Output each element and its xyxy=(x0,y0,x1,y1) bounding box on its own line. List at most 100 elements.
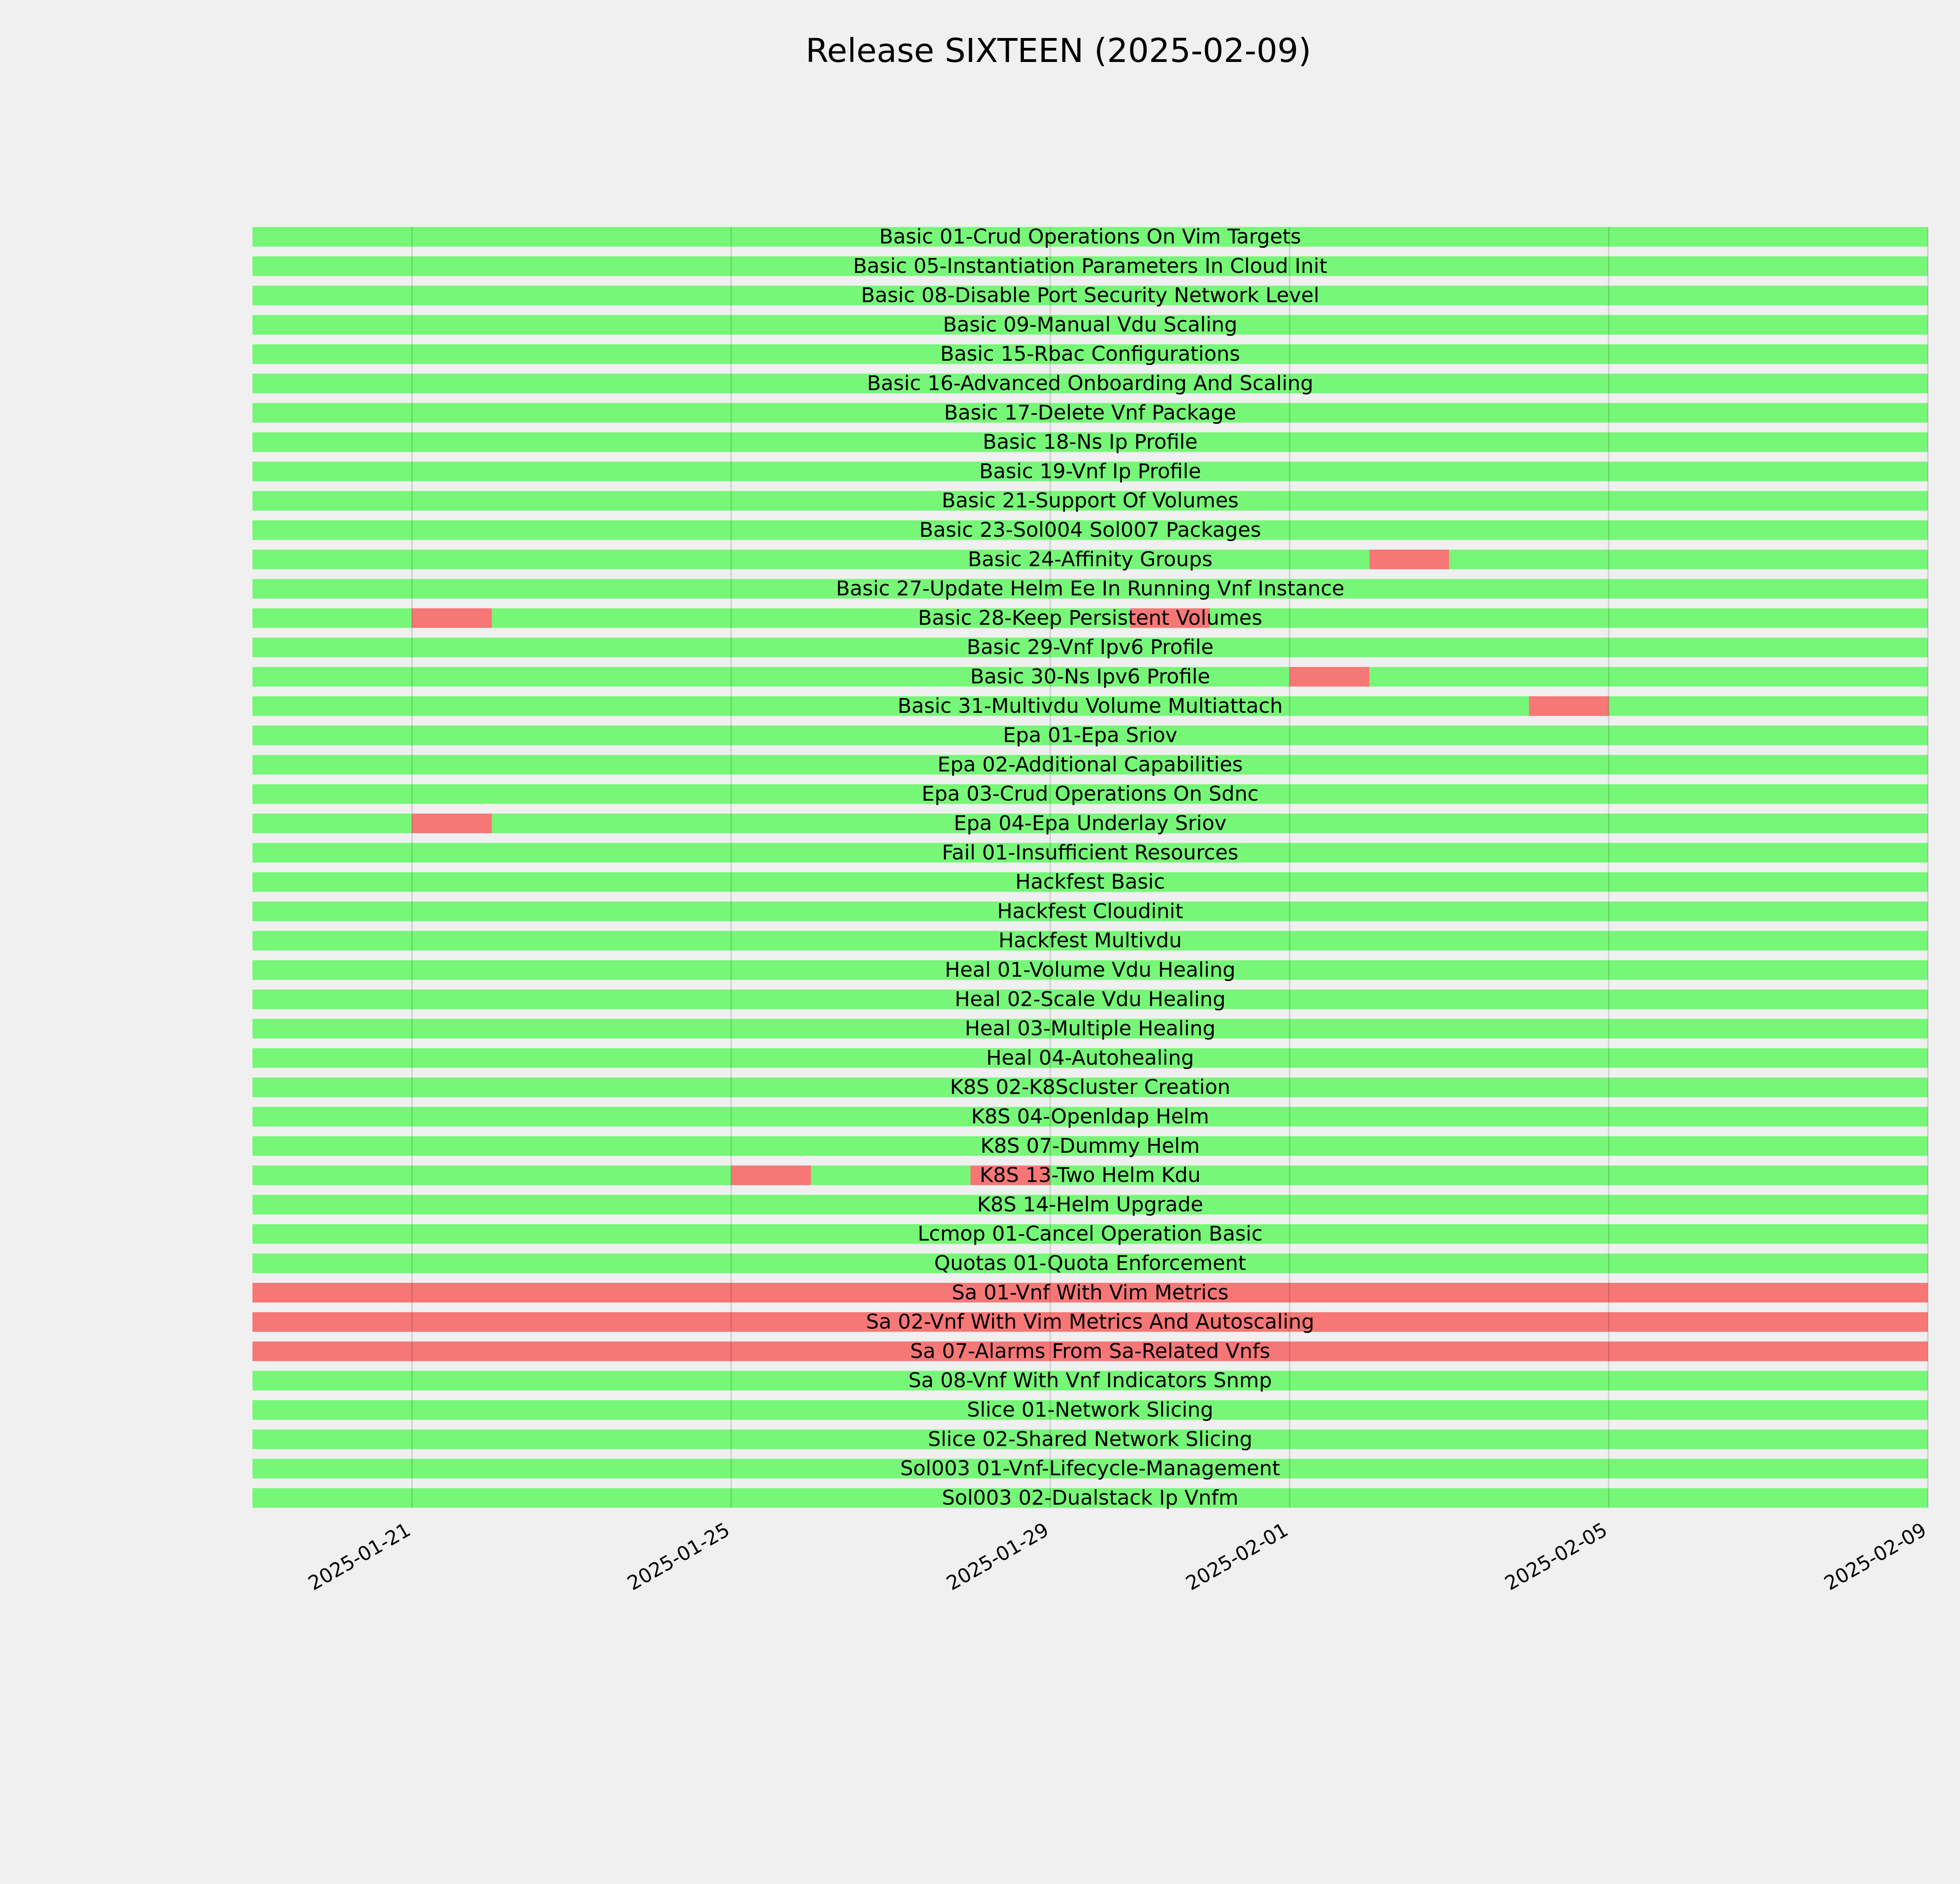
row-label: Heal 01-Volume Vdu Healing xyxy=(945,958,1236,982)
row-label: Epa 01-Epa Sriov xyxy=(1003,724,1178,747)
row-label: Slice 01-Network Slicing xyxy=(967,1398,1214,1422)
row-bar xyxy=(252,667,1928,687)
row-label: Sol003 02-Dualstack Ip Vnfm xyxy=(942,1486,1238,1510)
row-bar xyxy=(252,1254,1928,1273)
failure-segment xyxy=(1130,608,1210,628)
row-bar xyxy=(252,549,1928,569)
row-label: Basic 08-Disable Port Security Network L… xyxy=(861,284,1319,307)
row-label: Basic 31-Multivdu Volume Multiattach xyxy=(898,694,1283,718)
row-bar xyxy=(252,843,1928,863)
x-tick-label: 2025-02-05 xyxy=(1501,1518,1611,1595)
row-label: Basic 24-Affinity Groups xyxy=(968,548,1212,571)
row-bar xyxy=(252,285,1928,305)
row-bar xyxy=(252,374,1928,393)
row-bar xyxy=(252,755,1928,775)
row-label: Lcmop 01-Cancel Operation Basic xyxy=(918,1222,1263,1246)
failure-segment xyxy=(252,1312,1928,1332)
row-bar xyxy=(252,227,1928,247)
row-bar xyxy=(252,1048,1928,1068)
row-label: K8S 13-Two Helm Kdu xyxy=(980,1164,1201,1187)
row-label: Sol003 01-Vnf-Lifecycle-Management xyxy=(900,1457,1280,1481)
row-label: Heal 02-Scale Vdu Healing xyxy=(955,988,1225,1011)
row-bar xyxy=(252,725,1928,745)
row-bar xyxy=(252,1136,1928,1156)
row-bar xyxy=(252,491,1928,511)
row-label: Basic 29-Vnf Ipv6 Profile xyxy=(967,636,1214,659)
row-label: Sa 08-Vnf With Vnf Indicators Snmp xyxy=(908,1369,1272,1392)
row-label: Epa 03-Crud Operations On Sdnc xyxy=(922,782,1259,806)
row-bar xyxy=(252,1195,1928,1215)
row-label: Basic 16-Advanced Onboarding And Scaling xyxy=(867,372,1314,395)
row-bar xyxy=(252,1459,1928,1479)
failure-segment xyxy=(252,1283,1928,1303)
row-label: Basic 09-Manual Vdu Scaling xyxy=(943,313,1237,336)
row-bar xyxy=(252,814,1928,833)
bars-layer xyxy=(252,227,1928,1508)
row-bar xyxy=(252,344,1928,364)
x-tick-label: 2025-01-21 xyxy=(304,1518,414,1595)
row-bar xyxy=(252,638,1928,658)
row-bar xyxy=(252,256,1928,276)
row-bar xyxy=(252,1429,1928,1449)
row-label: K8S 07-Dummy Helm xyxy=(980,1134,1200,1158)
failure-segment xyxy=(412,608,492,628)
row-bar xyxy=(252,989,1928,1009)
x-tick-label: 2025-01-25 xyxy=(623,1518,733,1595)
row-bar xyxy=(252,1077,1928,1097)
failure-segment xyxy=(1369,549,1449,569)
failure-segment xyxy=(412,814,492,833)
row-label: Basic 23-Sol004 Sol007 Packages xyxy=(919,518,1261,542)
row-bar xyxy=(252,579,1928,599)
row-bar xyxy=(252,432,1928,452)
row-bar xyxy=(252,1224,1928,1244)
x-tick-label: 2025-02-01 xyxy=(1182,1518,1292,1595)
row-bar xyxy=(252,315,1928,335)
row-label: Quotas 01-Quota Enforcement xyxy=(934,1252,1246,1275)
row-label: Hackfest Cloudinit xyxy=(997,899,1183,923)
row-label: Hackfest Basic xyxy=(1015,870,1165,894)
row-label: K8S 04-Openldap Helm xyxy=(971,1105,1209,1128)
row-bar xyxy=(252,1165,1928,1185)
failure-segment xyxy=(970,1165,1051,1185)
row-bar xyxy=(252,872,1928,892)
row-bar xyxy=(252,960,1928,980)
row-label: K8S 14-Helm Upgrade xyxy=(977,1193,1203,1216)
row-label: Basic 30-Ns Ipv6 Profile xyxy=(970,665,1210,689)
row-label: Sa 07-Alarms From Sa-Related Vnfs xyxy=(910,1339,1270,1363)
row-bar xyxy=(252,901,1928,921)
row-label: Fail 01-Insufficient Resources xyxy=(942,841,1238,865)
chart-title: Release SIXTEEN (2025-02-09) xyxy=(806,31,1311,70)
grid-layer xyxy=(411,227,1929,1508)
row-label: Basic 28-Keep Persistent Volumes xyxy=(918,606,1262,630)
row-label: Basic 15-Rbac Configurations xyxy=(940,342,1240,366)
row-label: Basic 18-Ns Ip Profile xyxy=(983,431,1198,454)
row-bar xyxy=(252,1107,1928,1126)
labels-layer: Basic 01-Crud Operations On Vim Targets B… xyxy=(836,225,1344,1510)
row-bar xyxy=(252,931,1928,951)
row-bar xyxy=(252,784,1928,804)
row-label: Basic 19-Vnf Ip Profile xyxy=(979,460,1201,483)
row-bar xyxy=(252,1488,1928,1508)
x-tick-label: 2025-02-09 xyxy=(1820,1518,1930,1595)
row-bar xyxy=(252,1371,1928,1391)
row-label: Epa 04-Epa Underlay Sriov xyxy=(954,812,1227,835)
row-bar xyxy=(252,608,1928,628)
x-tick-label: 2025-01-29 xyxy=(943,1518,1053,1595)
failure-segment xyxy=(1289,667,1370,687)
row-label: Hackfest Multivdu xyxy=(998,929,1182,952)
failure-segment xyxy=(1529,696,1609,716)
failure-segment xyxy=(252,1341,1928,1361)
row-bar xyxy=(252,696,1928,716)
row-label: Epa 02-Additional Capabilities xyxy=(938,753,1243,776)
row-label: K8S 02-K8Scluster Creation xyxy=(950,1076,1230,1099)
row-bar xyxy=(252,1400,1928,1420)
x-axis-ticks: 2025-01-21 2025-01-25 2025-01-29 2025-02-01… xyxy=(304,1518,1930,1595)
row-bar xyxy=(252,520,1928,540)
row-label: Sa 02-Vnf With Vim Metrics And Autoscali… xyxy=(866,1310,1314,1334)
row-label: Heal 03-Multiple Healing xyxy=(965,1017,1216,1041)
row-label: Sa 01-Vnf With Vim Metrics xyxy=(952,1281,1229,1304)
row-label: Basic 05-Instantiation Parameters In Clo… xyxy=(853,254,1327,278)
row-label: Basic 21-Support Of Volumes xyxy=(942,489,1238,512)
